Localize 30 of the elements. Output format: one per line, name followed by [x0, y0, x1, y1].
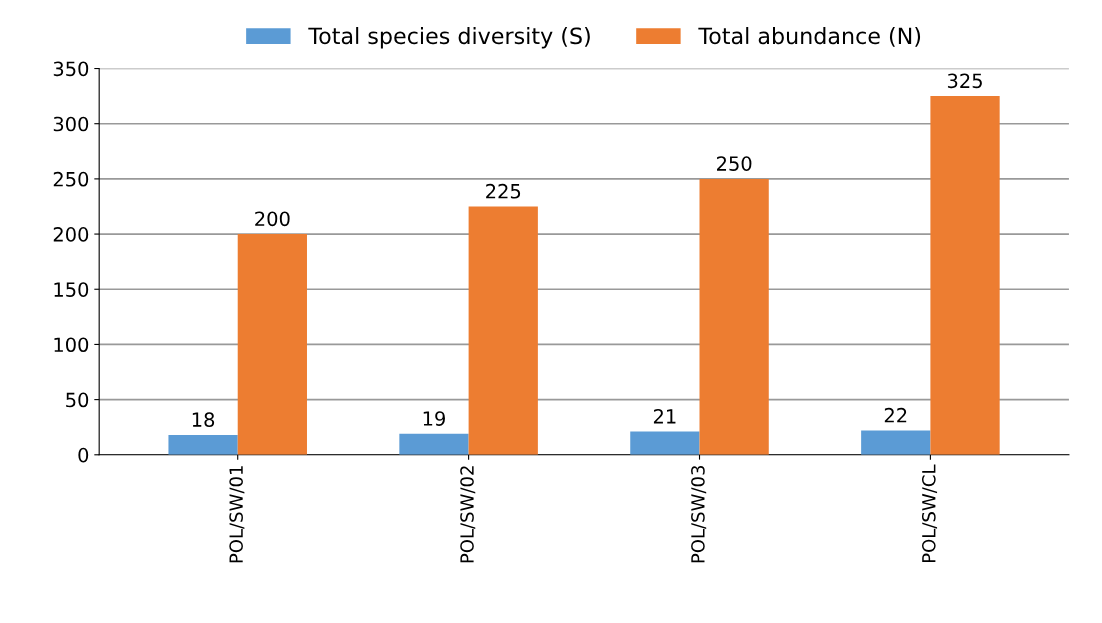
y-tick-label: 50 [66, 392, 89, 408]
legend-label: Total species diversity (S) [308, 27, 590, 49]
y-tick-label: 0 [78, 447, 89, 463]
y-tick-label: 200 [53, 227, 89, 242]
y-tick-label: 300 [53, 116, 89, 132]
bar [468, 206, 538, 455]
data-label: 21 [653, 408, 676, 424]
data-label: 19 [423, 411, 445, 426]
bar [168, 434, 238, 455]
data-label: 225 [486, 183, 521, 199]
bar [399, 433, 469, 455]
x-tick-label: POL/SW/CL [921, 464, 938, 563]
data-label: 18 [192, 412, 215, 427]
y-tick-label: 150 [54, 282, 89, 297]
data-label: 325 [947, 73, 982, 89]
data-label: 250 [717, 156, 752, 171]
bar [861, 430, 931, 455]
y-tick-label: 250 [53, 171, 89, 187]
y-tick-label: 100 [54, 337, 89, 353]
bar [237, 234, 307, 455]
x-tick-label: POL/SW/03 [691, 465, 707, 563]
data-label: 22 [884, 407, 907, 423]
legend-label: Total abundance (N) [698, 27, 921, 47]
bar [630, 431, 700, 455]
x-tick-label: POL/SW/02 [460, 466, 476, 563]
x-tick-label: POL/SW/01 [229, 466, 245, 563]
bar [930, 96, 1000, 455]
bar [699, 178, 769, 455]
data-label: 200 [255, 211, 290, 227]
y-tick-label: 350 [53, 61, 89, 77]
